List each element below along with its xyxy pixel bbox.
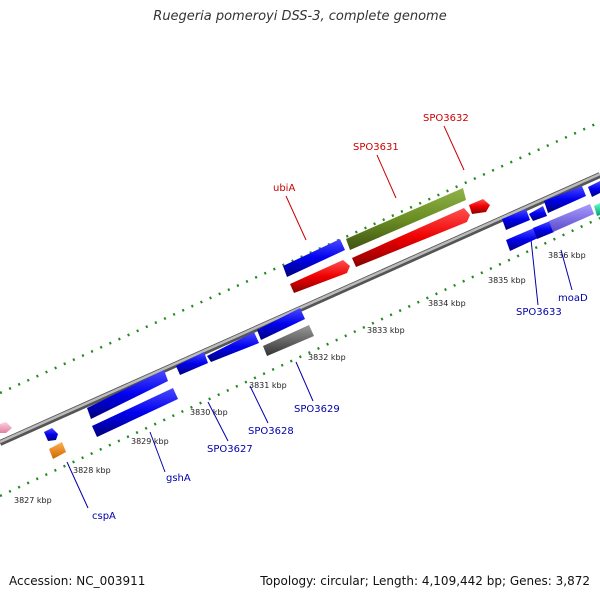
length-label: Length: bbox=[372, 574, 419, 588]
accession-label: Accession: bbox=[9, 574, 73, 588]
kbp-label: 3834 kbp bbox=[428, 299, 466, 308]
leader-gshA bbox=[149, 431, 166, 473]
map-title: Ruegeria pomeroyi DSS-3, complete genome bbox=[153, 9, 447, 24]
topology-label: Topology: bbox=[260, 574, 317, 588]
gene-moaD bbox=[549, 204, 594, 232]
gene-label-SPO3633: SPO3633 bbox=[516, 307, 562, 318]
gene-blue bbox=[529, 206, 547, 221]
bottom-gene-labels: cspA gshA SPO3627 SPO3628 SPO3629 SPO363… bbox=[92, 293, 588, 522]
gene-label-cspA: cspA bbox=[92, 511, 116, 522]
gene-cspA bbox=[44, 428, 58, 441]
gene-teal bbox=[594, 203, 600, 216]
inner-tick-track bbox=[0, 216, 600, 498]
kbp-label: 3828 kbp bbox=[73, 466, 111, 475]
gene-SPO3627 bbox=[176, 352, 208, 375]
gene-label-SPO3632: SPO3632 bbox=[423, 113, 469, 124]
gene-red-forward bbox=[290, 260, 350, 293]
gene-label-ubiA: ubiA bbox=[273, 183, 295, 194]
kbp-label: 3827 kbp bbox=[14, 496, 52, 505]
gene-gshA bbox=[92, 388, 178, 437]
label-leader-lines bbox=[66, 125, 573, 509]
kbp-label: 3835 kbp bbox=[488, 276, 526, 285]
gene-blue bbox=[588, 181, 600, 197]
gene-orange bbox=[49, 442, 66, 459]
kbp-label: 3829 kbp bbox=[131, 437, 169, 446]
leader-SPO3627 bbox=[207, 401, 229, 442]
gene-ubiA bbox=[283, 239, 345, 277]
leader-moaD bbox=[560, 249, 573, 291]
kbp-label: 3832 kbp bbox=[308, 353, 346, 362]
leader-SPO3628 bbox=[249, 385, 269, 424]
leader-ubiA bbox=[285, 195, 307, 241]
reverse-strand-genes bbox=[0, 204, 594, 459]
gene-SPO3632 bbox=[469, 199, 490, 214]
gene-SPO3631 bbox=[346, 188, 466, 250]
gene-blue bbox=[544, 186, 586, 213]
gene-label-SPO3631: SPO3631 bbox=[353, 142, 399, 153]
leader-SPO3631 bbox=[376, 154, 397, 199]
gene-SPO3633 bbox=[506, 228, 538, 251]
inner-tick-row bbox=[0, 216, 600, 498]
gene-label-gshA: gshA bbox=[166, 473, 191, 484]
kbp-labels: 3827 kbp 3828 kbp 3829 kbp 3830 kbp 3831… bbox=[14, 251, 586, 505]
outer-tick-row bbox=[0, 120, 600, 395]
gene-red-forward bbox=[352, 208, 470, 267]
gene-grey bbox=[263, 325, 314, 356]
leader-cspA bbox=[66, 461, 89, 509]
gene-label-SPO3627: SPO3627 bbox=[207, 444, 253, 455]
length-value: 4,109,442 bp bbox=[421, 574, 502, 588]
gene-pink bbox=[0, 422, 12, 433]
gene-SPO3629 bbox=[257, 308, 305, 340]
gene-blue bbox=[87, 370, 168, 419]
gene-label-moaD: moaD bbox=[558, 293, 588, 304]
kbp-label: 3833 kbp bbox=[367, 326, 405, 335]
accession-info: Accession: NC_003911 bbox=[9, 574, 145, 588]
outer-tick-track bbox=[0, 120, 600, 395]
genome-stats: Topology: circular; Length: 4,109,442 bp… bbox=[260, 574, 590, 588]
gene-label-SPO3629: SPO3629 bbox=[294, 404, 340, 415]
accession-value: NC_003911 bbox=[76, 574, 146, 588]
top-gene-labels: ubiA SPO3631 SPO3632 bbox=[273, 113, 469, 194]
forward-strand-genes bbox=[283, 181, 600, 293]
kbp-label: 3830 kbp bbox=[190, 408, 228, 417]
leader-SPO3632 bbox=[443, 125, 465, 171]
gene-SPO3628 bbox=[207, 332, 259, 362]
leader-SPO3629 bbox=[295, 361, 314, 402]
kbp-label: 3836 kbp bbox=[548, 251, 586, 260]
genes-value: 3,872 bbox=[555, 574, 590, 588]
gene-blue bbox=[533, 221, 554, 239]
topology-value: circular bbox=[320, 574, 365, 588]
leader-SPO3633 bbox=[529, 229, 539, 306]
genes-label: Genes: bbox=[509, 574, 552, 588]
gene-blue bbox=[502, 209, 530, 230]
gene-label-SPO3628: SPO3628 bbox=[248, 426, 294, 437]
kbp-label: 3831 kbp bbox=[249, 381, 287, 390]
